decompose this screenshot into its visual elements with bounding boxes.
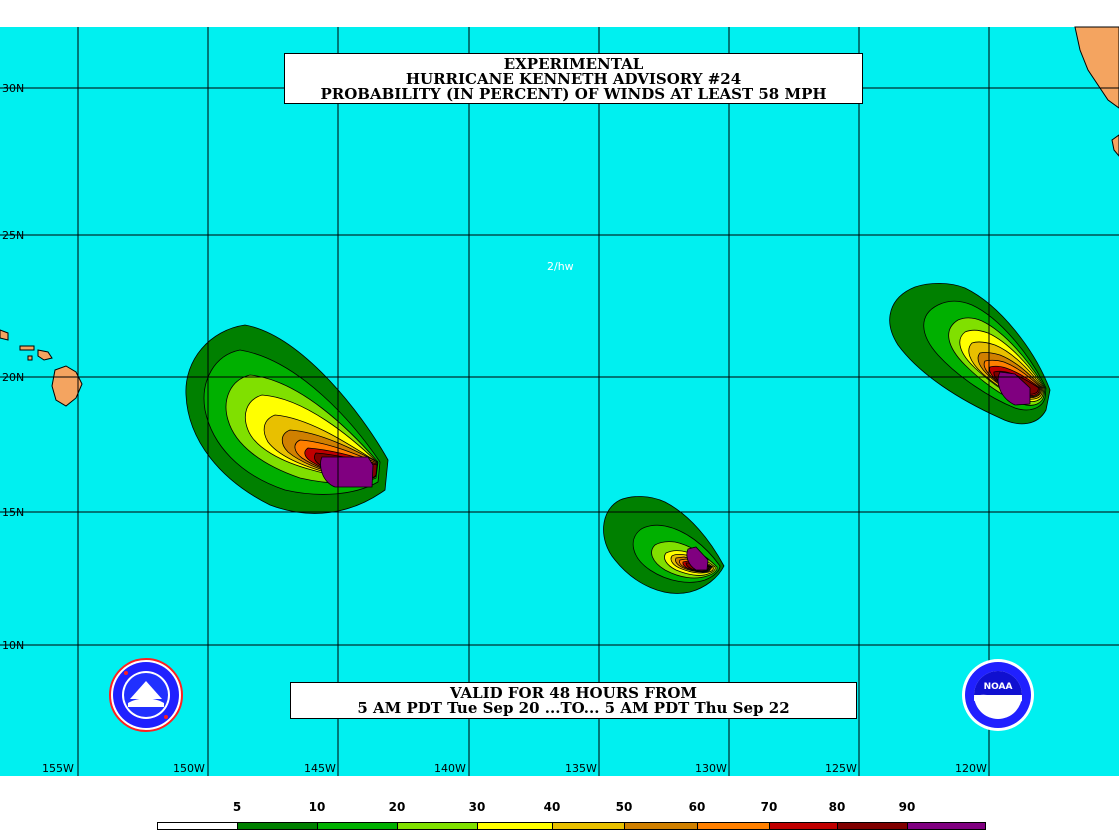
hawaii-big-island [51, 365, 83, 407]
legend-swatch [697, 822, 770, 830]
hawaii-oahu [0, 329, 9, 341]
swath-middle [603, 496, 725, 594]
legend-swatch [624, 822, 698, 830]
swath-west [185, 324, 389, 514]
legend-label: 10 [308, 800, 326, 814]
legend-swatch [317, 822, 398, 830]
color-legend: 5 10 20 30 40 50 60 70 80 90 [157, 800, 986, 832]
legend-swatch [837, 822, 908, 830]
title-line-2: HURRICANE KENNETH ADVISORY #24 [405, 70, 742, 88]
lon-label: 125W [825, 762, 857, 775]
legend-label: 70 [760, 800, 778, 814]
lat-label: 15N [2, 506, 24, 519]
lat-label: 10N [2, 639, 24, 652]
lat-label: 30N [2, 82, 24, 95]
legend-swatch [477, 822, 553, 830]
lon-label: 155W [42, 762, 74, 775]
lat-labels: 30N 25N 20N 15N 10N [2, 82, 24, 652]
hawaii-molokai [19, 345, 35, 351]
lon-label: 145W [304, 762, 336, 775]
legend-label: 80 [828, 800, 846, 814]
legend-label: 60 [688, 800, 706, 814]
legend-swatch [769, 822, 838, 830]
valid-period: VALID FOR 48 HOURS FROM 5 AM PDT Tue Sep… [290, 682, 857, 719]
legend-label: 30 [468, 800, 486, 814]
map-note: 2/hw [547, 260, 574, 273]
title-line-1: EXPERIMENTAL [503, 55, 644, 73]
legend-label: 50 [615, 800, 633, 814]
legend-swatch [397, 822, 478, 830]
lon-label: 130W [695, 762, 727, 775]
legend-label: 5 [232, 800, 242, 814]
valid-line-1: VALID FOR 48 HOURS FROM [449, 684, 698, 702]
valid-line-2: 5 AM PDT Tue Sep 20 ...TO... 5 AM PDT Th… [357, 699, 790, 717]
nws-logo [109, 658, 183, 732]
lat-label: 25N [2, 229, 24, 242]
swath-east [889, 282, 1051, 425]
legend-label: 20 [388, 800, 406, 814]
legend-swatch [907, 822, 986, 830]
mexico-coast-small [1111, 134, 1119, 157]
title-line-3: PROBABILITY (IN PERCENT) OF WINDS AT LEA… [320, 85, 827, 103]
hawaii-lanai [27, 355, 33, 361]
lon-label: 135W [565, 762, 597, 775]
legend-swatch [237, 822, 318, 830]
noaa-logo-text: NOAA [984, 682, 1013, 692]
lon-label: 140W [434, 762, 466, 775]
lon-label: 150W [173, 762, 205, 775]
ocean [0, 27, 1119, 776]
lon-labels: 155W 150W 145W 140W 135W 130W 125W 120W [42, 762, 987, 775]
noaa-logo: NOAA [962, 659, 1034, 731]
lat-label: 20N [2, 371, 24, 384]
legend-swatch [157, 822, 238, 830]
hawaii-maui [37, 349, 53, 361]
legend-label: 90 [898, 800, 916, 814]
map-title: EXPERIMENTAL HURRICANE KENNETH ADVISORY … [284, 53, 863, 104]
lon-label: 120W [955, 762, 987, 775]
legend-swatch [552, 822, 625, 830]
legend-label: 40 [543, 800, 561, 814]
